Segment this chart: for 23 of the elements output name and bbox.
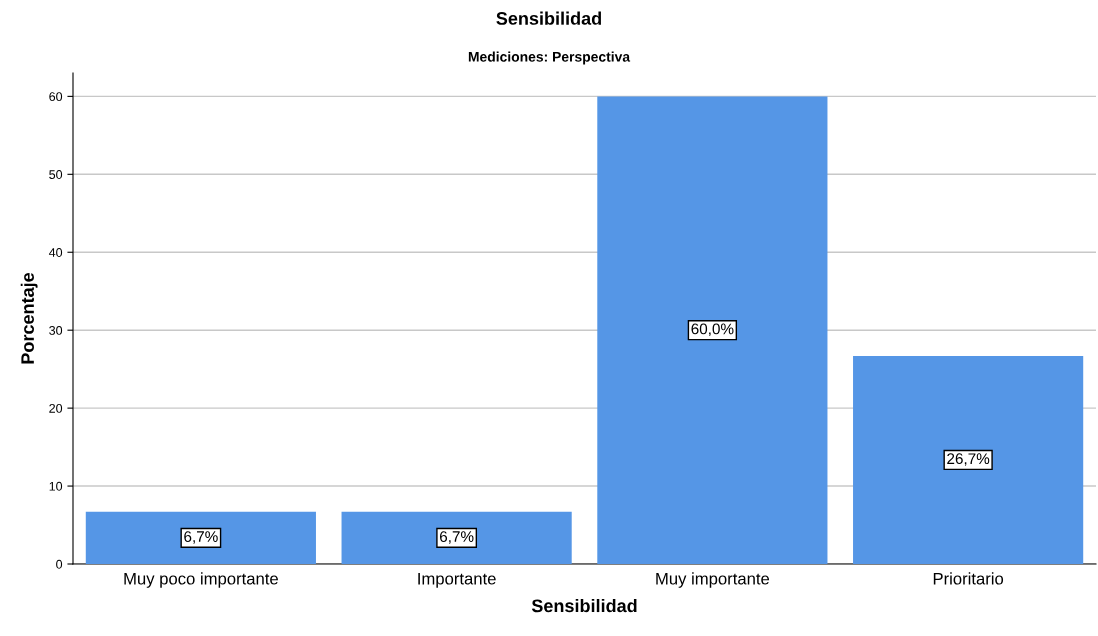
y-tick-label: 50 — [49, 170, 63, 179]
y-axis-title: Porcentaje — [20, 272, 38, 364]
x-axis-title: Sensibilidad — [531, 598, 637, 613]
x-tick-label: Prioritario — [933, 572, 1004, 585]
y-tick-label: 10 — [49, 481, 63, 491]
y-tick-label: 30 — [49, 325, 63, 335]
x-tick-label: Muy poco importante — [124, 572, 278, 588]
y-tick-label: 0 — [56, 559, 63, 569]
y-tick-label: 20 — [49, 403, 63, 413]
data-label: 6,7% — [439, 531, 474, 544]
x-tick-label: Muy importante — [656, 572, 770, 588]
bar — [853, 355, 1084, 564]
y-tick-label: 40 — [48, 248, 63, 257]
chart-subtitle: Mediciones: Perspectiva — [468, 51, 631, 65]
bar — [597, 96, 828, 564]
chart-title: Sensibilidad — [496, 11, 601, 25]
bar — [341, 511, 572, 564]
data-label: 26,7% — [947, 453, 990, 466]
x-tick-label: Importante — [418, 572, 496, 588]
bar — [85, 511, 316, 564]
data-label: 6,7% — [184, 531, 218, 544]
data-label: 60,0% — [691, 323, 734, 337]
y-tick-label: 60 — [49, 92, 63, 102]
